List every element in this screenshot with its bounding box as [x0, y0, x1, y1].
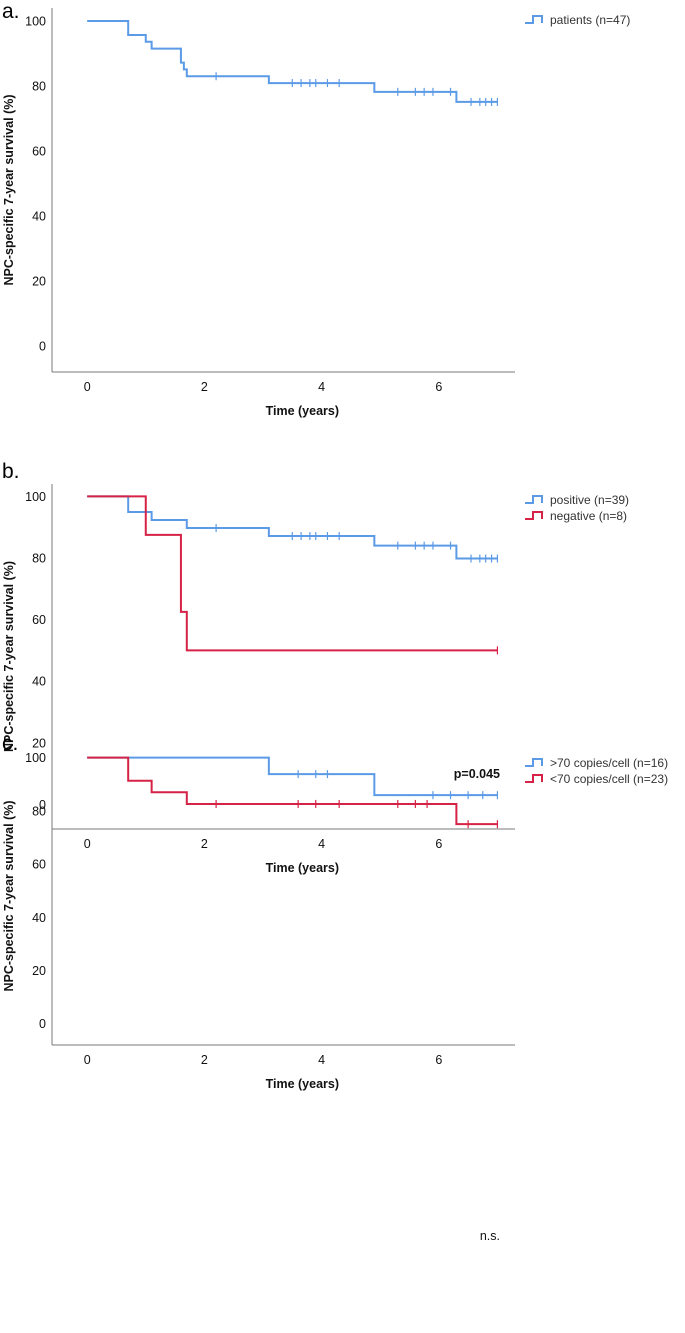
legend-label: negative (n=8): [550, 509, 627, 523]
x-tick-label: 0: [84, 837, 91, 851]
significance-annotation: n.s.: [480, 1229, 500, 1243]
y-axis-title: NPC-specific 7-year survival (%): [2, 561, 16, 752]
legend-label: patients (n=47): [550, 13, 630, 27]
y-tick-label: 60: [32, 858, 46, 872]
panel-letter: a.: [2, 0, 20, 23]
panel-b: b. 0 20 40 60 80 100 0 2 4 6 Time (years) NPC-specif…: [2, 460, 629, 875]
y-tick-label: 0: [39, 798, 46, 812]
survival-curve-0: [87, 756, 498, 797]
y-tick-label: 100: [25, 751, 46, 765]
x-tick-label: 2: [201, 380, 208, 394]
y-tick-label: 40: [32, 911, 46, 925]
y-tick-label: 60: [32, 145, 46, 159]
y-tick-label: 20: [32, 275, 46, 289]
legend-swatch: [525, 495, 543, 504]
y-tick-label: 20: [32, 736, 46, 750]
y-tick-label: 80: [32, 804, 46, 818]
survival-curve-0: [87, 20, 498, 103]
y-tick-label: 80: [32, 551, 46, 565]
legend-swatch: [525, 511, 543, 520]
survival-curve-0: [87, 495, 498, 560]
y-tick-label: 0: [39, 340, 46, 354]
x-tick-label: 2: [201, 837, 208, 851]
x-tick-label: 0: [84, 1053, 91, 1067]
y-tick-label: 80: [32, 80, 46, 94]
panel-a: a. 0 20 40 60 80 100 0 2 4 6 Time (years) NPC-specif…: [2, 0, 630, 418]
y-axis-title: NPC-specific 7-year survival (%): [2, 800, 16, 991]
x-tick-label: 0: [84, 380, 91, 394]
y-tick-label: 40: [32, 210, 46, 224]
legend-swatch: [525, 15, 543, 24]
y-tick-label: 100: [25, 490, 46, 504]
panel-letter: c.: [2, 732, 18, 755]
panel-letter: b.: [2, 460, 20, 483]
x-tick-label: 6: [435, 380, 442, 394]
x-tick-label: 6: [435, 837, 442, 851]
survival-curve-1: [87, 756, 498, 826]
x-axis-title: Time (years): [266, 1077, 339, 1091]
x-tick-label: 4: [318, 380, 325, 394]
y-tick-label: 60: [32, 613, 46, 627]
x-tick-label: 2: [201, 1053, 208, 1067]
y-tick-label: 20: [32, 964, 46, 978]
legend-label: positive (n=39): [550, 493, 629, 507]
x-tick-label: 4: [318, 1053, 325, 1067]
survival-curve-1: [87, 495, 498, 652]
y-tick-label: 40: [32, 675, 46, 689]
legend-label: <70 copies/cell (n=23): [550, 772, 668, 786]
y-tick-label: 100: [25, 15, 46, 29]
x-axis-title: Time (years): [266, 861, 339, 875]
y-tick-label: 0: [39, 1017, 46, 1031]
significance-annotation: p=0.045: [454, 767, 500, 781]
x-tick-label: 6: [435, 1053, 442, 1067]
legend-swatch: [525, 774, 543, 783]
legend-label: >70 copies/cell (n=16): [550, 756, 668, 770]
y-axis-title: NPC-specific 7-year survival (%): [2, 94, 16, 285]
x-axis-title: Time (years): [266, 404, 339, 418]
x-tick-label: 4: [318, 837, 325, 851]
legend-swatch: [525, 758, 543, 767]
